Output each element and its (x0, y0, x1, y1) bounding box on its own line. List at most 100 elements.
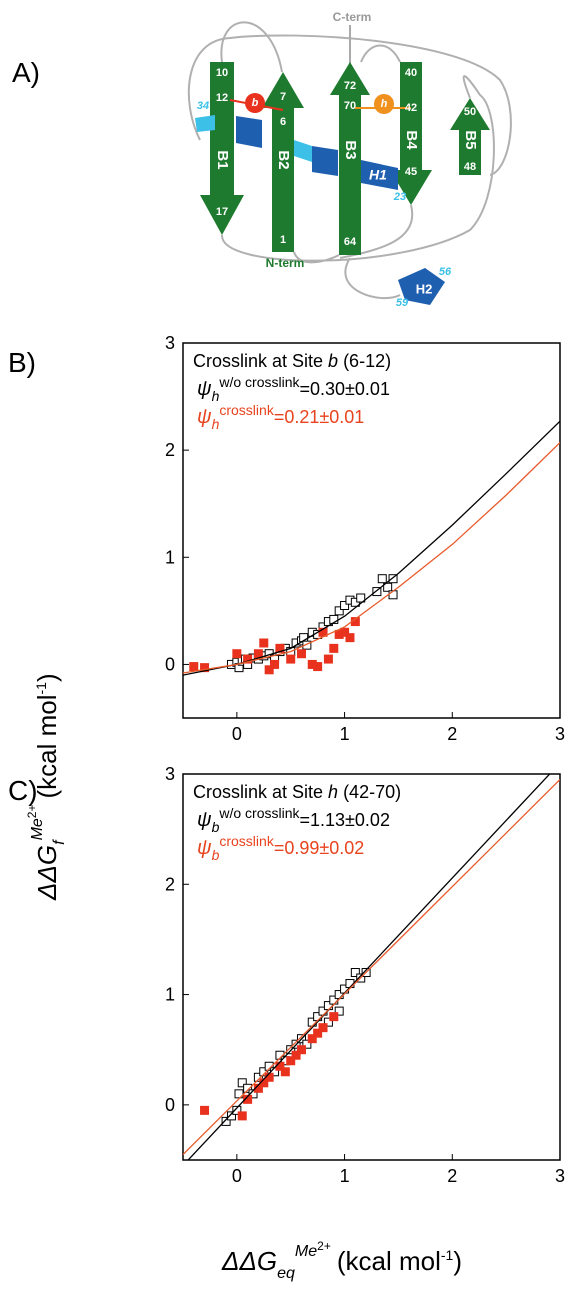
label-part: Me (295, 1243, 317, 1260)
point (243, 654, 253, 664)
residue: 12 (216, 92, 228, 104)
x-tick-label: 3 (555, 724, 565, 744)
helix (294, 140, 312, 162)
annotation-part: (6-12) (338, 351, 391, 371)
helix (398, 268, 445, 305)
residue: 50 (464, 106, 476, 118)
point (259, 1067, 269, 1077)
plot-frame (182, 773, 561, 1161)
point (323, 654, 333, 664)
point (307, 1034, 317, 1044)
y-axis-label: ΔΔGf Me2+ (kcal mol-1) (25, 673, 68, 901)
annotation-part: =0.99±0.02 (274, 838, 364, 858)
point (237, 1111, 247, 1121)
strand (330, 62, 370, 255)
point (302, 1039, 312, 1049)
y-tick-label: 1 (165, 547, 175, 567)
label-part: 2+ (25, 805, 39, 819)
point (329, 643, 339, 653)
point (377, 574, 387, 584)
plot-area (183, 774, 560, 1160)
label-part: ) (32, 673, 62, 682)
annotation-part: crosslink (219, 402, 274, 418)
annotation: Crosslink at Site b (6-12) (193, 351, 391, 371)
point (264, 1061, 274, 1071)
point (264, 665, 274, 675)
annotation-part: b (328, 351, 338, 371)
point (237, 1078, 247, 1088)
crosslink-site (245, 93, 265, 113)
point (275, 1050, 285, 1060)
annotation-part: ψ (197, 378, 212, 400)
point (270, 659, 280, 669)
annotation: ψbw/o crosslink=1.13±0.02 (197, 805, 390, 835)
annotation-part: b (212, 847, 220, 863)
point (388, 574, 398, 584)
point (323, 1017, 333, 1027)
annotation-part: Crosslink at Site (193, 782, 328, 802)
point (275, 643, 285, 653)
point (286, 1056, 296, 1066)
residue: 59 (396, 297, 409, 309)
annotation-part: =0.21±0.01 (274, 407, 364, 427)
helix (236, 116, 262, 148)
site-label: h (381, 98, 388, 110)
annotation-part: h (212, 388, 220, 404)
label-part: (kcal mol (337, 1246, 441, 1276)
residue: 23 (393, 191, 406, 203)
helix (361, 160, 398, 190)
strand (390, 62, 432, 205)
panel-label: B) (8, 347, 36, 378)
strand (262, 72, 304, 252)
point (296, 649, 306, 659)
annotation-part: w/o crosslink (218, 805, 300, 821)
x-tick-label: 2 (447, 1166, 457, 1186)
x-axis-label: ΔΔGeqMe2+ (kcal mol-1) (221, 1239, 462, 1282)
strand-label: B2 (275, 150, 292, 169)
y-tick-label: 2 (165, 440, 175, 460)
y-tick-label: 3 (165, 333, 175, 353)
annotation-part: Crosslink at Site (193, 351, 328, 371)
point (329, 614, 339, 624)
loop (187, 21, 512, 300)
topology-diagram: A) 10 12 b 6 7 34 B1 B2 17 1 N-term C-te… (12, 10, 512, 309)
x-tick-label: 0 (232, 724, 242, 744)
label-part: 2+ (317, 1239, 331, 1253)
x-tick-label: 1 (340, 1166, 350, 1186)
label-part: Me (29, 818, 46, 840)
residue: 10 (216, 67, 228, 79)
annotation: ψhcrosslink=0.21±0.01 (197, 402, 364, 432)
annotation-part: crosslink (219, 833, 274, 849)
helix-label: H1 (369, 167, 387, 183)
point (340, 627, 350, 637)
point (291, 1050, 301, 1060)
annotation-part: =0.30±0.01 (300, 379, 390, 399)
terminus-label: N-term (266, 256, 305, 270)
strand-label: B4 (403, 130, 420, 150)
panel-label: C) (8, 775, 38, 806)
fit-line (187, 774, 551, 1160)
annotation-part: ψ (197, 837, 212, 859)
x-tick-label: 3 (555, 1166, 565, 1186)
plot-frame (182, 342, 561, 719)
point (280, 1067, 290, 1077)
helices (195, 115, 445, 305)
fit-line (183, 779, 560, 1155)
residue: 56 (439, 266, 452, 278)
label-part: ΔΔG (32, 845, 62, 901)
x-tick-label: 1 (340, 724, 350, 744)
point (189, 662, 199, 672)
strands (200, 62, 490, 255)
y-tick-label: 1 (165, 985, 175, 1005)
residue: 72 (344, 80, 356, 92)
residue: 48 (464, 161, 476, 173)
residue: 64 (344, 236, 357, 248)
x-tick-label: 2 (447, 724, 457, 744)
point (234, 1089, 244, 1099)
helix (312, 146, 338, 176)
label-part: -1 (33, 682, 49, 695)
label-part: f (51, 839, 68, 845)
residue: 40 (405, 67, 417, 79)
